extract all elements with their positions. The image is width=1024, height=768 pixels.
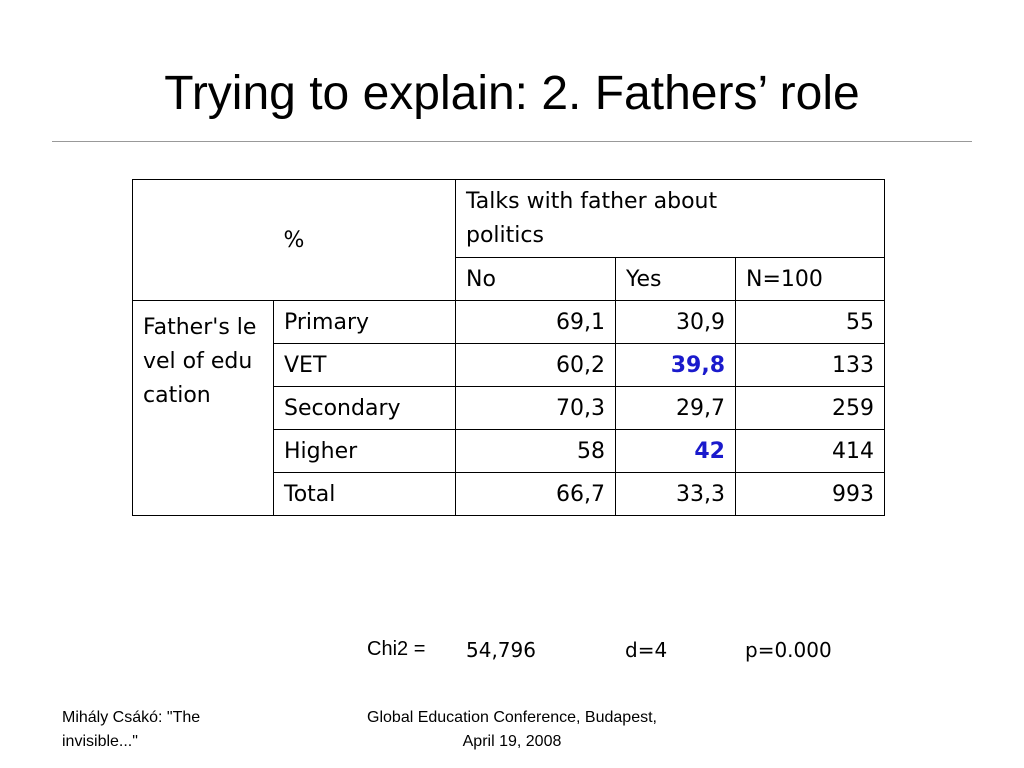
value-cell: 39,8 bbox=[615, 343, 736, 387]
row-label: Total bbox=[273, 472, 456, 516]
value-cell: 69,1 bbox=[455, 300, 616, 344]
subheader-cell: No bbox=[455, 257, 616, 301]
data-row: Secondary 70,3 29,7 259 bbox=[133, 386, 885, 430]
row-label: Higher bbox=[273, 429, 456, 473]
value-cell: 29,7 bbox=[615, 386, 736, 430]
value-cell: 60,2 bbox=[455, 343, 616, 387]
value-cell: 58 bbox=[455, 429, 616, 473]
value-cell: 55 bbox=[735, 300, 885, 344]
header-row: % Talks with father about politics bbox=[132, 179, 885, 301]
value-cell: 30,9 bbox=[615, 300, 736, 344]
value-cell: 993 bbox=[735, 472, 885, 516]
value-cell: 33,3 bbox=[615, 472, 736, 516]
footer-author: Mihály Csákó: "The invisible..." bbox=[62, 709, 201, 750]
row-label: Secondary bbox=[273, 386, 456, 430]
data-row: Higher 58 42 414 bbox=[133, 429, 885, 473]
value-cell: 133 bbox=[735, 343, 885, 387]
row-label: VET bbox=[273, 343, 456, 387]
data-row: Father's level of education Primary 69,1 30… bbox=[132, 300, 885, 516]
value-cell: 259 bbox=[735, 386, 885, 430]
table-body: % Talks with father about politics No Yes… bbox=[132, 179, 885, 516]
row-label: Primary bbox=[273, 300, 456, 344]
value-cell: 414 bbox=[735, 429, 885, 473]
title-rule bbox=[52, 141, 972, 142]
chi-value: 54,796 bbox=[466, 638, 536, 662]
header-cell: Talks with father about politics bbox=[455, 179, 885, 258]
value-cell: 70,3 bbox=[455, 386, 616, 430]
degrees-of-freedom: d=4 bbox=[625, 638, 668, 662]
subheader-row: No Yes N=100 bbox=[133, 257, 885, 301]
value-cell: 42 bbox=[615, 429, 736, 473]
subheader-cell: Yes bbox=[615, 257, 736, 301]
subheader-cell: N=100 bbox=[735, 257, 885, 301]
group-label: Father's level of education bbox=[132, 300, 274, 516]
chi-label: Chi2 = bbox=[367, 638, 426, 660]
corner-cell: % bbox=[132, 179, 456, 301]
footer-conference: Global Education Conference, Budapest, A… bbox=[367, 709, 657, 750]
value-cell: 66,7 bbox=[455, 472, 616, 516]
p-value: p=0.000 bbox=[745, 638, 832, 662]
slide-title: Trying to explain: 2. Fathers’ role bbox=[164, 67, 860, 120]
data-table: % Talks with father about politics No Yes… bbox=[132, 179, 885, 516]
data-row: Total 66,7 33,3 993 bbox=[133, 472, 885, 516]
